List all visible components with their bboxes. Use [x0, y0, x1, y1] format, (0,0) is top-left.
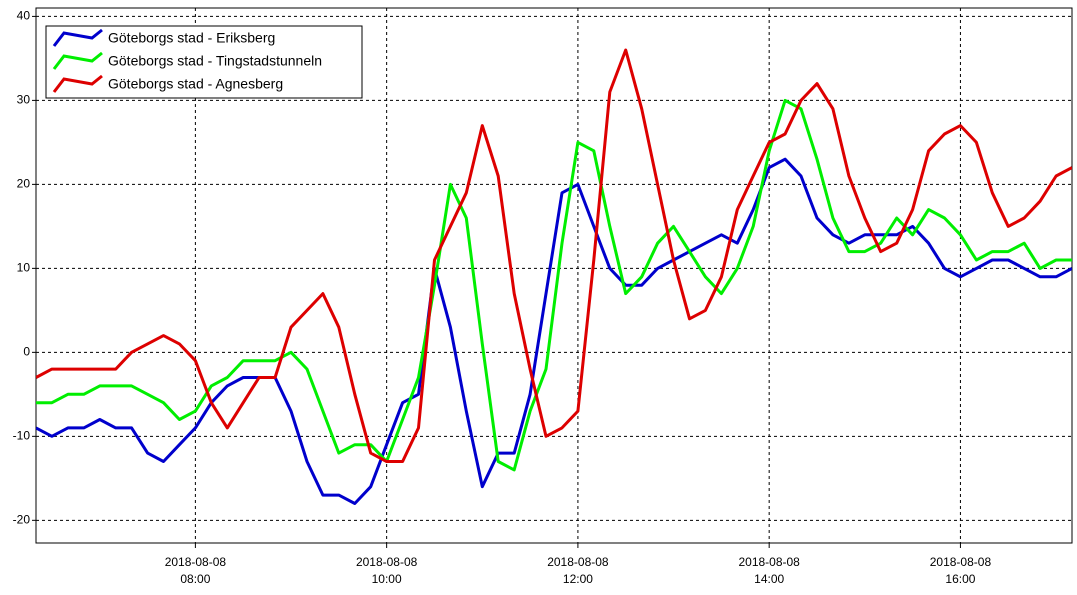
x-tick-label: 2018-08-08 [547, 555, 609, 569]
legend: Göteborgs stad - Eriksberg Göteborgs stad… [45, 25, 363, 99]
legend-label: Göteborgs stad - Eriksberg [108, 30, 275, 46]
y-tick-label: 10 [17, 261, 31, 275]
x-tick-label: 16:00 [945, 572, 975, 586]
legend-box [45, 25, 363, 99]
legend-swatch [52, 74, 103, 93]
x-tick-label: 14:00 [754, 572, 784, 586]
series-line [36, 157, 1072, 505]
y-tick-label: -20 [13, 512, 31, 526]
x-tick-label: 12:00 [563, 572, 593, 586]
y-tick-label: 40 [17, 9, 31, 23]
series-line [36, 48, 1072, 463]
plot-frame [35, 7, 1073, 544]
legend-swatch [52, 28, 103, 47]
x-tick-label: 2018-08-08 [356, 555, 418, 569]
series-group [36, 48, 1072, 505]
y-tick-label: -10 [13, 429, 31, 443]
series-line [36, 98, 1072, 472]
y-tick-label: 0 [23, 345, 30, 359]
y-tick-label: 20 [17, 177, 31, 191]
x-tick-label: 2018-08-08 [165, 555, 227, 569]
legend-label: Göteborgs stad - Tingstadstunneln [108, 53, 322, 69]
x-tick-label: 08:00 [180, 572, 210, 586]
y-tick-label: 30 [17, 93, 31, 107]
x-tick-label: 10:00 [372, 572, 402, 586]
legend-swatch [52, 51, 103, 70]
legend-label: Göteborgs stad - Agnesberg [108, 76, 283, 92]
x-tick-label: 2018-08-08 [930, 555, 992, 569]
x-tick-label: 2018-08-08 [738, 555, 800, 569]
